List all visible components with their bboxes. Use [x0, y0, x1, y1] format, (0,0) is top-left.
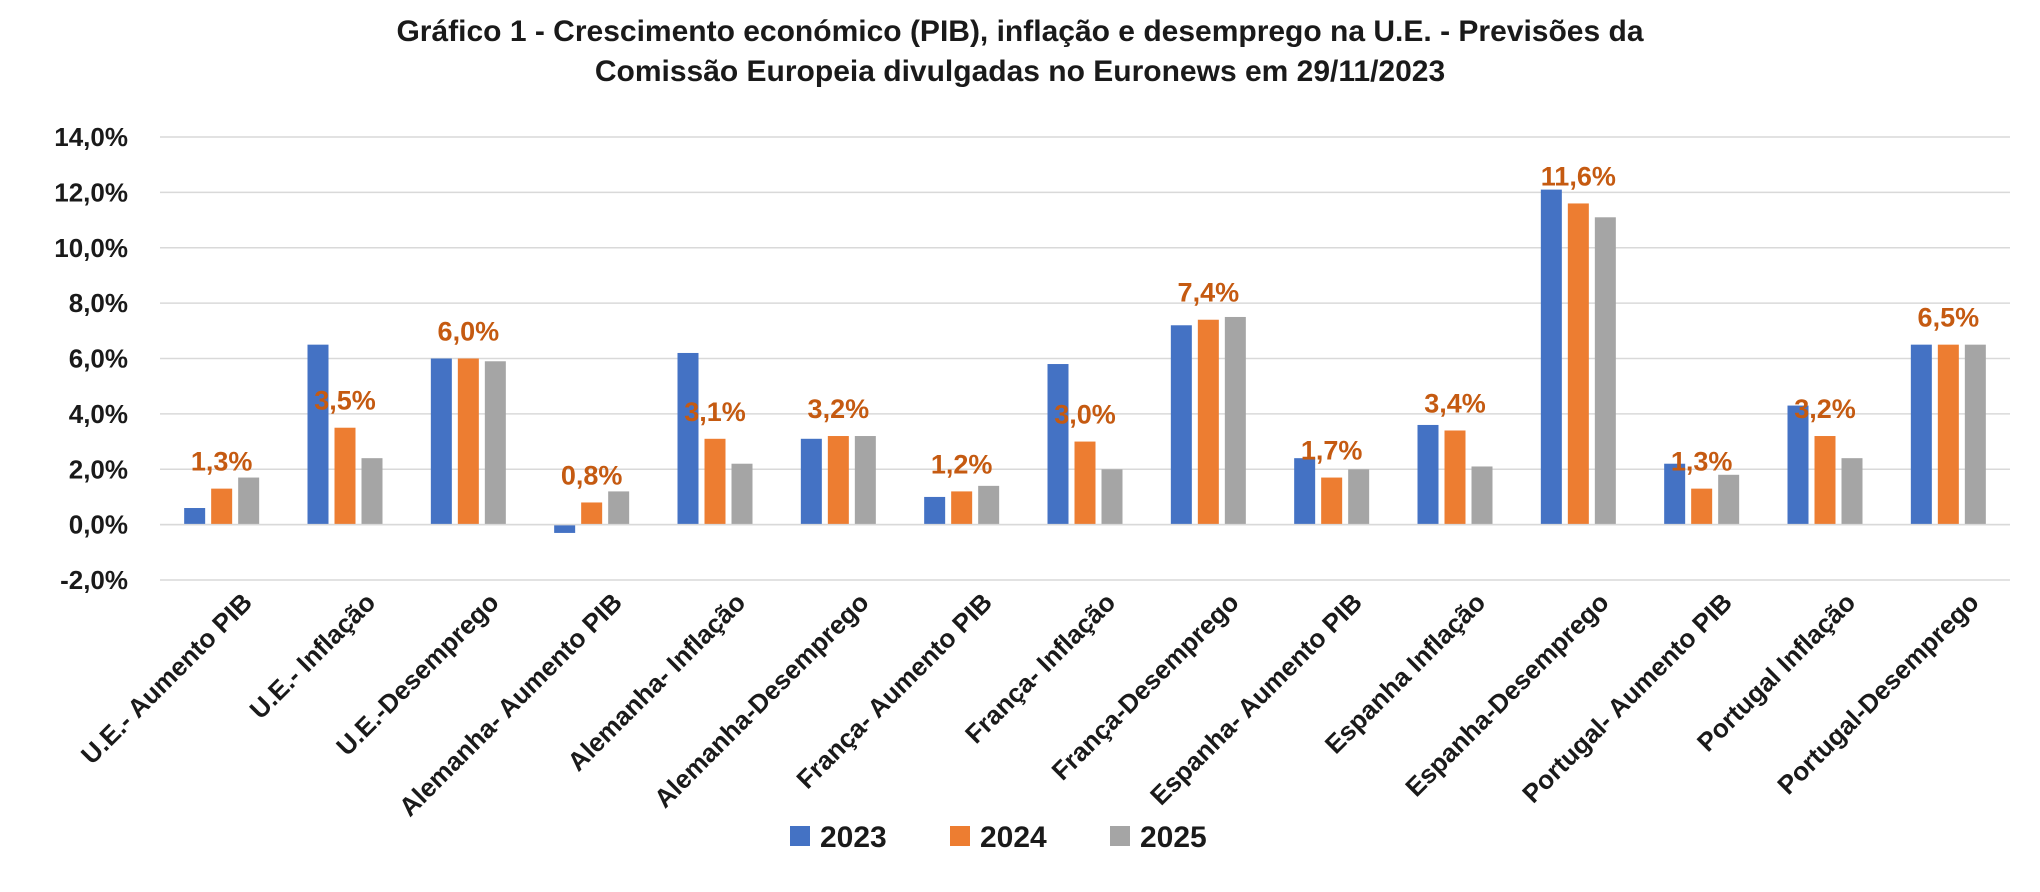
x-tick-label: U.E.- Aumento PIB [75, 587, 258, 770]
data-label: 1,3% [1671, 447, 1733, 477]
chart-title-line-1: Gráfico 1 - Crescimento económico (PIB),… [396, 15, 1644, 48]
x-tick-label: Portugal- Aumento PIB [1516, 587, 1738, 809]
bar-2024-10 [1321, 477, 1343, 525]
bar-2024-11 [1444, 430, 1466, 525]
x-tick-label: Alemanha-Desemprego [648, 587, 875, 814]
bar-2024-6 [827, 436, 849, 525]
data-label: 6,0% [438, 317, 500, 347]
bar-2025-1 [238, 477, 260, 525]
data-label: 7,4% [1178, 278, 1240, 308]
bar-2025-4 [608, 491, 630, 525]
bar-2023-1 [184, 508, 206, 525]
bar-2023-7 [924, 496, 946, 525]
bar-2023-15 [1910, 344, 1932, 525]
bar-2025-2 [361, 458, 383, 525]
y-tick-label: 6,0% [69, 344, 128, 374]
legend-swatch-2023 [790, 826, 810, 846]
data-label: 6,5% [1918, 303, 1980, 333]
bar-2024-14 [1814, 436, 1836, 525]
x-tick-label: Espanha-Desemprego [1399, 587, 1614, 802]
bar-2025-15 [1964, 344, 1986, 525]
bar-2023-11 [1417, 424, 1439, 525]
y-tick-label: 10,0% [54, 233, 128, 263]
bar-2024-1 [211, 488, 233, 525]
bar-2025-10 [1348, 469, 1370, 525]
y-tick-label: 12,0% [54, 177, 128, 207]
bar-2025-14 [1841, 458, 1863, 525]
bar-2024-5 [704, 438, 726, 525]
bar-2023-2 [307, 344, 329, 525]
legend-label-2024: 2024 [980, 821, 1047, 854]
data-labels: 1,3% 3,5% 6,0% 0,8% 3,1% 3,2% 1,2% 3,0% 7,4% 1,7%… [191, 161, 1979, 490]
bar-2024-13 [1691, 488, 1713, 525]
bar-2023-9 [1170, 325, 1192, 525]
data-label: 0,8% [561, 460, 623, 490]
bar-2025-6 [854, 436, 876, 525]
bar-2025-13 [1718, 474, 1740, 525]
legend-swatch-2025 [1110, 826, 1130, 846]
y-tick-label: 4,0% [69, 399, 128, 429]
bar-2024-7 [951, 491, 973, 525]
data-label: 1,7% [1301, 436, 1363, 466]
bar-2023-3 [430, 358, 452, 525]
bars [184, 189, 1986, 533]
legend-label-2023: 2023 [820, 821, 887, 854]
data-label: 3,2% [1794, 394, 1856, 424]
data-label: 3,0% [1054, 400, 1116, 430]
x-tick-label: Alemanha- Aumento PIB [393, 587, 628, 822]
x-tick-label: Portugal-Desemprego [1771, 587, 1984, 800]
chart-title-line-2: Comissão Europeia divulgadas no Euronews… [594, 55, 1446, 88]
bar-2025-9 [1224, 316, 1246, 525]
y-tick-label: 8,0% [69, 288, 128, 318]
bar-2023-8 [1047, 364, 1069, 525]
y-tick-label: 2,0% [69, 454, 128, 484]
bar-2025-7 [978, 485, 1000, 525]
bar-2023-13 [1664, 463, 1686, 525]
y-axis-ticks: -2,0% 0,0% 2,0% 4,0% 6,0% 8,0% 10,0% 12,0% 14,0% [54, 122, 128, 595]
data-label: 11,6% [1541, 161, 1616, 191]
bar-2023-6 [800, 438, 822, 525]
bar-2023-4 [554, 524, 576, 533]
chart-title: Gráfico 1 - Crescimento económico (PIB),… [0, 12, 2040, 92]
bar-2024-2 [334, 427, 356, 525]
legend: 2023 2024 2025 [790, 821, 1207, 854]
y-tick-label: -2,0% [60, 565, 128, 595]
data-label: 3,2% [808, 394, 870, 424]
bar-2024-9 [1197, 319, 1219, 525]
bar-2025-8 [1101, 469, 1123, 525]
bar-2024-8 [1074, 441, 1096, 525]
y-tick-label: 14,0% [54, 122, 128, 152]
legend-swatch-2024 [950, 826, 970, 846]
bar-2025-3 [484, 361, 506, 525]
y-tick-label: 0,0% [69, 510, 128, 540]
bar-2025-5 [731, 463, 753, 525]
bar-2023-5 [677, 352, 699, 525]
bar-2024-3 [457, 358, 479, 525]
x-tick-label: U.E.- Inflação [244, 587, 382, 725]
bar-2025-12 [1594, 217, 1616, 525]
bar-2024-15 [1937, 344, 1959, 525]
data-label: 1,3% [191, 447, 253, 477]
bar-2023-12 [1540, 189, 1562, 525]
data-label: 1,2% [931, 449, 993, 479]
bar-2025-11 [1471, 466, 1493, 525]
data-label: 3,1% [684, 397, 746, 427]
data-label: 3,4% [1424, 388, 1486, 418]
data-label: 3,5% [314, 386, 376, 416]
x-tick-label: Espanha- Aumento PIB [1144, 587, 1368, 811]
legend-label-2025: 2025 [1140, 821, 1207, 854]
bar-2024-4 [581, 502, 603, 525]
bar-2023-10 [1294, 458, 1316, 525]
bar-2024-12 [1567, 203, 1589, 525]
bar-2023-14 [1787, 405, 1809, 525]
